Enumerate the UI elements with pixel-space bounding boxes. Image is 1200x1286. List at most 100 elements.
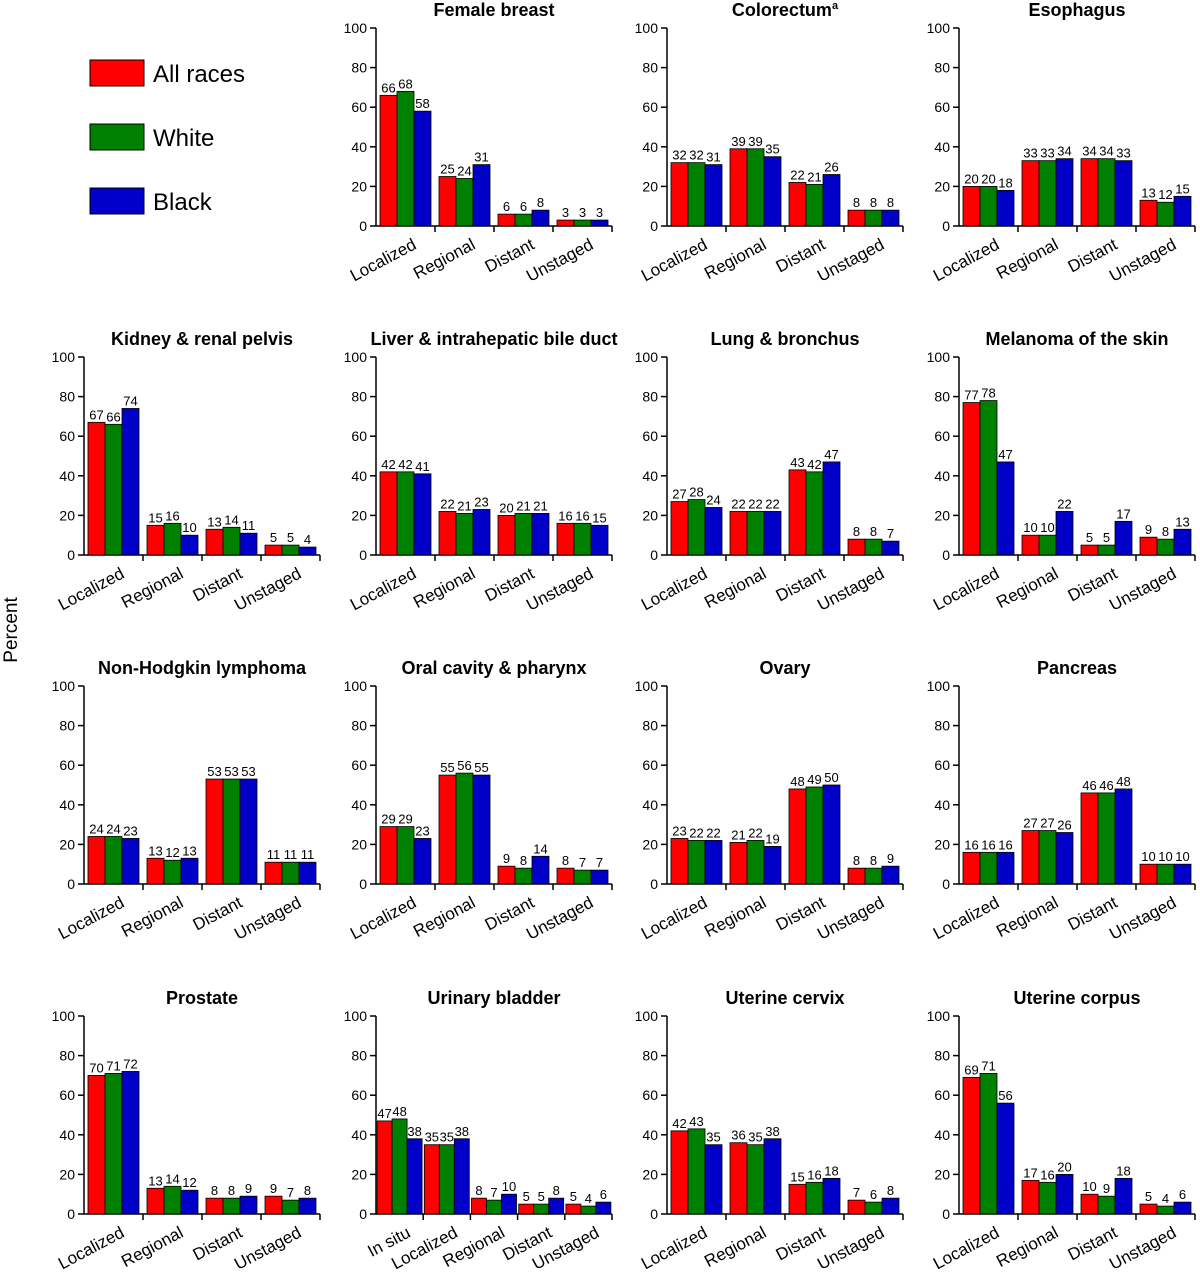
legend-label-all-races: All races — [153, 61, 245, 88]
data-label: 8 — [553, 1183, 560, 1198]
x-tick-label: Regional — [993, 235, 1061, 283]
y-tick-label: 40 — [642, 139, 658, 155]
x-tick-label: Regional — [410, 235, 478, 283]
data-label: 12 — [165, 845, 179, 860]
bar-white-in-situ — [391, 1118, 408, 1215]
bar-all-races-regional — [438, 176, 457, 227]
y-tick-label: 40 — [351, 1127, 367, 1143]
data-label: 13 — [148, 843, 162, 858]
y-tick-label: 100 — [635, 20, 659, 36]
data-label: 24 — [106, 821, 120, 836]
y-tick-label: 100 — [635, 349, 659, 365]
bar-all-races-distant — [1080, 544, 1099, 556]
bar-all-races-regional — [146, 857, 165, 885]
y-tick-label: 80 — [351, 1048, 367, 1064]
bar-white-regional — [163, 859, 182, 885]
panel-title: Oral cavity & pharynx — [401, 658, 586, 678]
data-label: 22 — [440, 496, 454, 511]
y-tick-label: 20 — [934, 1166, 950, 1182]
data-label: 6 — [1179, 1187, 1186, 1202]
data-label: 20 — [499, 500, 513, 515]
bar-all-races-unstaged — [1139, 1203, 1158, 1215]
bar-white-regional — [455, 178, 474, 227]
data-label: 56 — [998, 1088, 1012, 1103]
x-tick-label: Unstaged — [814, 564, 887, 615]
panel-melanoma-of-the-skin: Melanoma of the skin 0 20 40 60 80 100 77 78 47 Lo… — [927, 329, 1196, 615]
y-tick-label: 80 — [934, 718, 950, 734]
x-tick-label: Unstaged — [1106, 235, 1179, 286]
data-label: 34 — [1057, 144, 1071, 159]
data-label: 5 — [1103, 530, 1110, 545]
data-label: 22 — [689, 825, 703, 840]
y-tick-label: 100 — [344, 678, 368, 694]
y-tick-label: 40 — [934, 797, 950, 813]
bar-black-unstaged — [590, 219, 609, 227]
bar-white-unstaged — [573, 219, 592, 227]
y-tick-label: 80 — [934, 389, 950, 405]
data-label: 43 — [689, 1114, 703, 1129]
panel-title-superscript: a — [832, 0, 839, 12]
bar-all-races-localized — [670, 162, 689, 227]
data-label: 21 — [516, 498, 530, 513]
x-tick-label: Unstaged — [1106, 893, 1179, 944]
bar-all-races-regional — [729, 842, 748, 885]
data-label: 13 — [207, 514, 221, 529]
data-label: 16 — [575, 508, 589, 523]
y-tick-label: 100 — [927, 20, 951, 36]
y-tick-label: 0 — [359, 876, 367, 892]
bar-black-localized — [413, 110, 432, 227]
data-label: 9 — [887, 851, 894, 866]
x-tick-label: Localized — [347, 893, 419, 943]
data-label: 14 — [533, 841, 547, 856]
data-label: 23 — [672, 823, 686, 838]
data-label: 26 — [1057, 818, 1071, 833]
bar-all-races-distant — [788, 469, 807, 556]
data-label: 39 — [748, 134, 762, 149]
bar-black-unstaged — [595, 1201, 612, 1215]
data-label: 53 — [224, 764, 238, 779]
y-tick-label: 0 — [67, 547, 75, 563]
bar-white-unstaged — [1156, 1205, 1175, 1215]
data-label: 10 — [1023, 520, 1037, 535]
bar-white-regional — [163, 522, 182, 556]
panel-title: Uterine cervix — [725, 988, 844, 1008]
data-label: 33 — [1040, 146, 1054, 161]
bar-black-localized — [996, 1102, 1015, 1215]
bar-all-races-localized — [379, 826, 398, 885]
bar-all-races-distant — [788, 1183, 807, 1215]
data-label: 71 — [106, 1058, 120, 1073]
bar-all-races-localized — [87, 1075, 106, 1215]
data-label: 66 — [381, 80, 395, 95]
y-tick-label: 0 — [942, 547, 950, 563]
legend-swatch-white — [89, 123, 145, 151]
bar-black-regional — [763, 1138, 782, 1215]
bar-all-races-distant — [497, 865, 516, 885]
x-tick-label: Regional — [701, 893, 769, 941]
bar-white-distant — [1097, 1195, 1116, 1215]
panel-title: Pancreas — [1037, 658, 1117, 678]
data-label: 22 — [1057, 496, 1071, 511]
y-tick-label: 100 — [635, 678, 659, 694]
y-tick-label: 80 — [642, 718, 658, 734]
bar-black-regional — [1055, 511, 1074, 556]
x-tick-label: Regional — [993, 564, 1061, 612]
data-label: 12 — [182, 1175, 196, 1190]
y-tick-label: 40 — [642, 797, 658, 813]
bar-black-unstaged — [881, 209, 900, 227]
data-label: 9 — [503, 851, 510, 866]
data-label: 27 — [1040, 816, 1054, 831]
panel-title: Uterine corpus — [1013, 988, 1140, 1008]
bar-black-regional — [180, 534, 199, 556]
bar-black-localized — [996, 851, 1015, 885]
data-label: 26 — [824, 160, 838, 175]
bar-all-races-distant — [788, 182, 807, 227]
data-label: 42 — [672, 1116, 686, 1131]
bar-all-races-distant — [1080, 792, 1099, 885]
y-tick-label: 60 — [642, 99, 658, 115]
bar-white-localized — [979, 185, 998, 227]
y-tick-label: 40 — [934, 139, 950, 155]
